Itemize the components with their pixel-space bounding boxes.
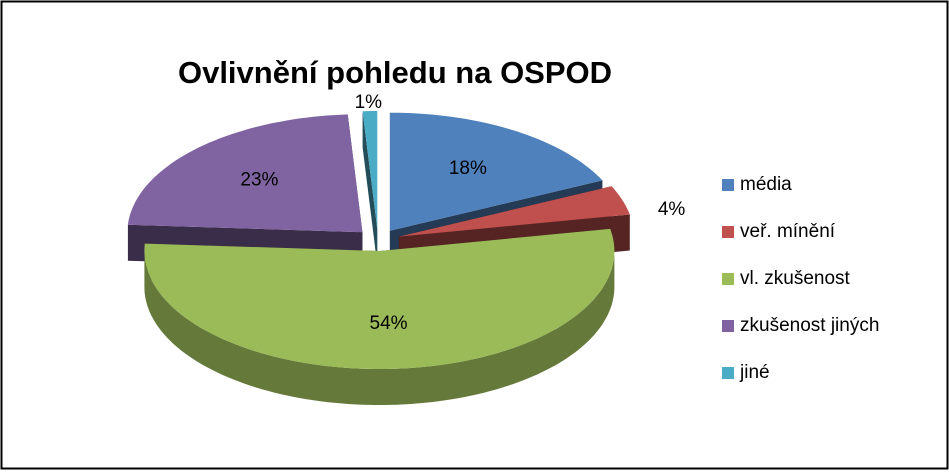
slice (398, 186, 630, 237)
legend-swatch (722, 320, 734, 332)
data-label: 23% (240, 169, 278, 190)
legend-label: jiné (739, 362, 770, 383)
legend-label: vl. zkušenost (740, 268, 851, 289)
legend-label: média (740, 174, 792, 195)
legend-label: zkušenost jiných (740, 315, 879, 336)
slice (144, 228, 615, 369)
data-label: 18% (449, 158, 487, 179)
legend-swatch (722, 179, 734, 191)
slice-side (362, 111, 378, 265)
data-label: 1% (355, 92, 383, 113)
slice (389, 112, 603, 231)
legend-swatch (722, 367, 734, 379)
legend-swatch (722, 226, 734, 238)
slice (362, 111, 378, 229)
legend-label: veř. mínění (740, 221, 836, 242)
chart-title: Ovlivnění pohledu na OSPOD (178, 55, 612, 90)
slice (127, 114, 363, 233)
slice-side (144, 251, 615, 405)
legend-swatch (722, 273, 734, 285)
data-label: 54% (370, 313, 408, 334)
data-label: 4% (658, 199, 686, 220)
slice (144, 228, 615, 405)
slice (362, 111, 378, 265)
